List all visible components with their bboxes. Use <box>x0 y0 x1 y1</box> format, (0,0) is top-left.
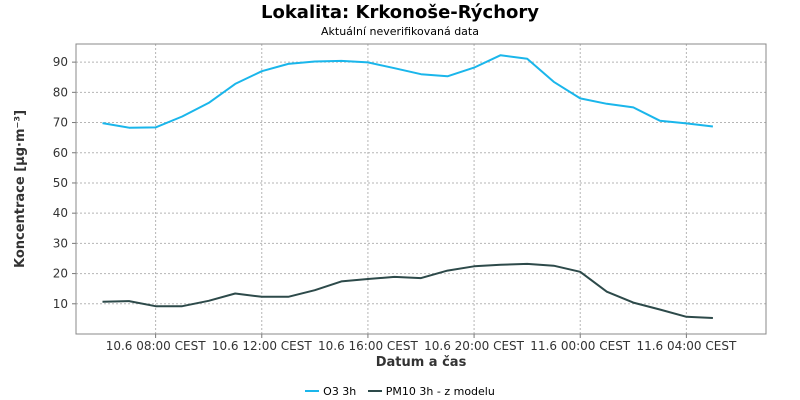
chart-subtitle: Aktuální neverifikovaná data <box>321 25 479 38</box>
y-axis-label: Koncentrace [µg·m⁻³] <box>13 110 28 268</box>
legend-item-pm10: PM10 3h - z modelu <box>367 384 495 398</box>
x-tick-label: 11.6 04:00 CEST <box>636 339 737 353</box>
series-line-pm10 <box>102 262 713 319</box>
plot-area <box>76 44 766 334</box>
y-tick-label: 10 <box>53 297 68 311</box>
x-tick-label: 10.6 20:00 CEST <box>424 339 525 353</box>
y-tick-label: 90 <box>53 55 68 69</box>
legend-swatch-o3 <box>305 390 320 392</box>
legend: O3 3h PM10 3h - z modelu <box>0 382 800 398</box>
y-tick-label: 40 <box>53 206 68 220</box>
x-tick-label: 11.6 00:00 CEST <box>530 339 631 353</box>
y-tick-label: 30 <box>53 236 68 250</box>
y-tick-label: 80 <box>53 85 68 99</box>
x-axis-label: Datum a čas <box>376 355 467 370</box>
chart-title: Lokalita: Krkonoše-Rýchory <box>260 2 539 23</box>
x-tick-label: 10.6 08:00 CEST <box>106 339 207 353</box>
x-tick-label: 10.6 16:00 CEST <box>318 339 419 353</box>
y-tick-label: 60 <box>53 146 68 160</box>
y-tick-label: 70 <box>53 116 68 130</box>
plot-border <box>75 43 767 335</box>
series-line-o3 <box>102 54 714 129</box>
legend-label-pm10: PM10 3h - z modelu <box>385 384 495 398</box>
legend-item-o3: O3 3h <box>305 385 356 398</box>
y-tick-label: 20 <box>53 267 68 281</box>
legend-swatch-pm10 <box>367 390 382 392</box>
x-tick-label: 10.6 12:00 CEST <box>212 339 313 353</box>
y-tick-label: 50 <box>53 176 68 190</box>
legend-label-o3: O3 3h <box>323 384 357 398</box>
